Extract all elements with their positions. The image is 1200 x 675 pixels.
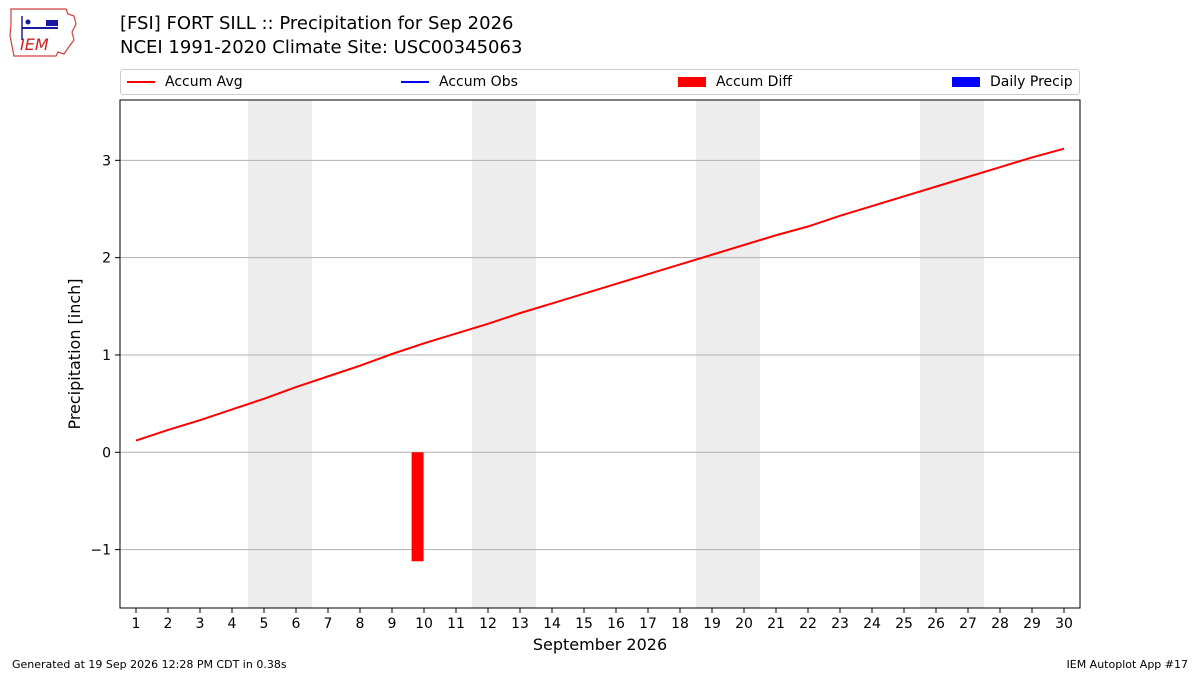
x-tick-label: 7	[324, 616, 333, 632]
svg-text:IEM: IEM	[20, 35, 49, 54]
x-tick-label: 13	[511, 616, 529, 632]
title-line-2: NCEI 1991-2020 Climate Site: USC00345063	[120, 37, 523, 58]
legend-swatch-daily-precip	[952, 77, 980, 87]
x-tick-label: 23	[831, 616, 849, 632]
x-tick-label: 4	[228, 616, 237, 632]
x-tick-label: 27	[959, 616, 977, 632]
x-tick-label: 9	[388, 616, 397, 632]
x-tick-label: 26	[927, 616, 945, 632]
x-tick-label: 20	[735, 616, 753, 632]
x-tick-label: 10	[415, 616, 433, 632]
line-accum-avg	[135, 147, 1065, 442]
weekend-shade	[920, 100, 984, 608]
x-tick-label: 1	[132, 616, 141, 632]
y-tick-label: 0	[102, 445, 111, 461]
y-tick-label: 1	[102, 348, 111, 364]
y-tick-label: −1	[90, 543, 111, 559]
title-line-1: [FSI] FORT SILL :: Precipitation for Sep…	[120, 13, 514, 34]
legend-label-accum-obs: Accum Obs	[439, 74, 518, 90]
legend-swatch-accum-obs	[401, 81, 429, 83]
x-tick-label: 8	[356, 616, 365, 632]
x-tick-label: 14	[543, 616, 561, 632]
legend-item-accum-obs: Accum Obs	[401, 70, 518, 94]
plot-frame	[119, 99, 1081, 609]
y-axis-label: Precipitation [inch]	[65, 278, 84, 429]
weekend-shade	[696, 100, 760, 608]
x-tick-label: 25	[895, 616, 913, 632]
x-tick-label: 12	[479, 616, 497, 632]
x-tick-label: 28	[991, 616, 1009, 632]
x-tick-label: 30	[1055, 616, 1073, 632]
footer-app-id: IEM Autoplot App #17	[1066, 658, 1189, 671]
x-tick-label: 24	[863, 616, 881, 632]
legend-item-accum-avg: Accum Avg	[127, 70, 243, 94]
legend: Accum Avg Accum Obs Accum Diff Daily Pre…	[120, 69, 1080, 95]
legend-item-daily-precip: Daily Precip	[952, 70, 1073, 94]
x-tick-label: 22	[799, 616, 817, 632]
x-tick-label: 3	[196, 616, 205, 632]
x-tick-label: 18	[671, 616, 689, 632]
chart-title: [FSI] FORT SILL :: Precipitation for Sep…	[120, 12, 522, 60]
legend-label-accum-diff: Accum Diff	[716, 74, 793, 90]
x-axis-label: September 2026	[533, 635, 667, 654]
x-tick-label: 5	[260, 616, 269, 632]
x-tick-label: 17	[639, 616, 657, 632]
iem-logo: IEM	[9, 8, 77, 57]
x-tick-label: 15	[575, 616, 593, 632]
y-tick-label: 2	[102, 251, 111, 267]
weekend-shade	[248, 100, 312, 608]
bar-accum-diff	[411, 452, 424, 562]
x-tick-label: 2	[164, 616, 173, 632]
x-tick-label: 29	[1023, 616, 1041, 632]
footer-generated: Generated at 19 Sep 2026 12:28 PM CDT in…	[12, 658, 287, 671]
legend-swatch-accum-avg	[127, 81, 155, 83]
x-tick-label: 11	[447, 616, 465, 632]
x-tick-label: 19	[703, 616, 721, 632]
x-tick-label: 6	[292, 616, 301, 632]
legend-label-daily-precip: Daily Precip	[990, 74, 1073, 90]
weekend-shade	[472, 100, 536, 608]
x-tick-label: 16	[607, 616, 625, 632]
legend-label-accum-avg: Accum Avg	[165, 74, 243, 90]
legend-item-accum-diff: Accum Diff	[678, 70, 792, 94]
y-tick-label: 3	[102, 153, 111, 169]
x-tick-label: 21	[767, 616, 785, 632]
legend-swatch-accum-diff	[678, 77, 706, 87]
